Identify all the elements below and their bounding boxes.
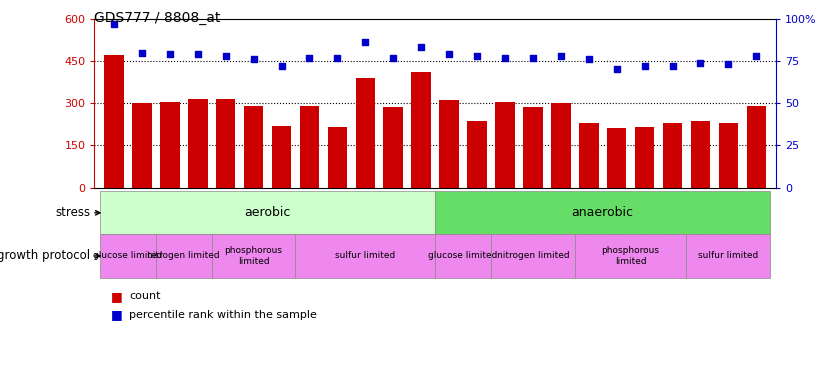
Bar [746, 106, 766, 188]
Bar [467, 122, 487, 188]
Bar [104, 56, 124, 188]
Bar [296, 234, 435, 278]
Text: percentile rank within the sample: percentile rank within the sample [129, 310, 317, 320]
Bar [663, 123, 682, 188]
Point [359, 39, 372, 45]
Bar [686, 234, 770, 278]
Point [582, 56, 595, 62]
Point [638, 63, 651, 69]
Point [303, 55, 316, 61]
Text: count: count [129, 291, 160, 301]
Text: aerobic: aerobic [245, 206, 291, 219]
Bar [551, 103, 571, 188]
Bar [607, 128, 626, 188]
Bar [272, 126, 291, 188]
Bar [435, 191, 770, 234]
Point [750, 53, 763, 59]
Bar [495, 102, 515, 188]
Bar [188, 99, 208, 188]
Bar [579, 123, 599, 188]
Bar [100, 191, 435, 234]
Point [219, 53, 232, 59]
Text: nitrogen limited: nitrogen limited [148, 251, 220, 260]
Point [331, 55, 344, 61]
Bar [491, 234, 575, 278]
Text: growth protocol: growth protocol [0, 249, 90, 262]
Bar [156, 234, 212, 278]
Point [387, 55, 400, 61]
Text: sulfur limited: sulfur limited [698, 251, 759, 260]
Point [498, 55, 511, 61]
Text: anaerobic: anaerobic [571, 206, 634, 219]
Text: stress: stress [55, 206, 90, 219]
Text: glucose limited: glucose limited [94, 251, 163, 260]
Point [470, 53, 484, 59]
Point [443, 51, 456, 57]
Bar [160, 102, 180, 188]
Bar [523, 107, 543, 188]
Point [108, 21, 121, 27]
Point [666, 63, 679, 69]
Point [191, 51, 204, 57]
Bar [244, 106, 264, 188]
Point [554, 53, 567, 59]
Text: glucose limited: glucose limited [429, 251, 498, 260]
Bar [718, 123, 738, 188]
Bar [411, 72, 431, 188]
Text: nitrogen limited: nitrogen limited [497, 251, 569, 260]
Bar [383, 107, 403, 188]
Point [415, 45, 428, 51]
Point [722, 61, 735, 68]
Bar [355, 78, 375, 188]
Point [275, 63, 288, 69]
Bar [575, 234, 686, 278]
Point [694, 60, 707, 66]
Text: phosphorous
limited: phosphorous limited [602, 246, 659, 266]
Point [163, 51, 177, 57]
Text: ■: ■ [111, 290, 122, 303]
Bar [439, 100, 459, 188]
Bar [212, 234, 296, 278]
Bar [435, 234, 491, 278]
Text: phosphorous
limited: phosphorous limited [225, 246, 282, 266]
Bar [635, 127, 654, 188]
Bar [328, 127, 347, 188]
Point [610, 66, 623, 72]
Bar [300, 106, 319, 188]
Bar [132, 103, 152, 188]
Text: GDS777 / 8808_at: GDS777 / 8808_at [94, 11, 221, 25]
Bar [690, 122, 710, 188]
Bar [100, 234, 156, 278]
Text: sulfur limited: sulfur limited [335, 251, 396, 260]
Point [247, 56, 260, 62]
Text: ■: ■ [111, 309, 122, 321]
Point [135, 50, 149, 55]
Point [526, 55, 539, 61]
Bar [216, 99, 236, 188]
